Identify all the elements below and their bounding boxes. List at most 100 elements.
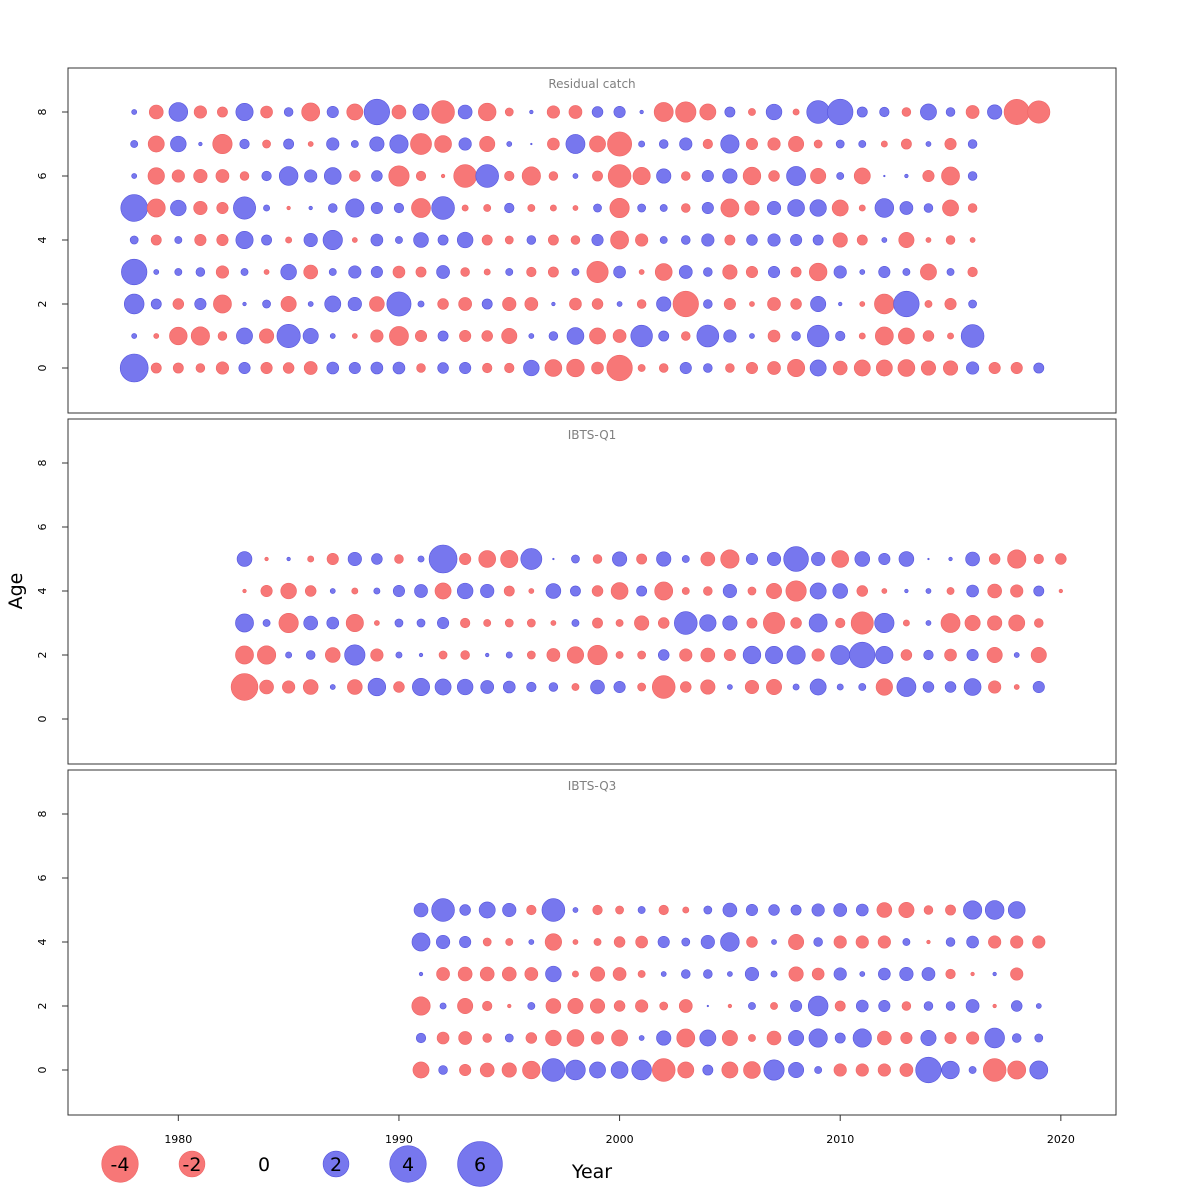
residual-bubble	[501, 966, 517, 982]
residual-bubble	[505, 938, 514, 946]
residual-bubble	[570, 235, 581, 245]
x-tick-label: 1980	[164, 1133, 192, 1146]
residual-bubble	[814, 1066, 823, 1074]
residual-bubble	[835, 617, 846, 629]
residual-bubble	[572, 939, 579, 945]
residual-bubble	[876, 902, 893, 918]
residual-bubble	[371, 553, 383, 565]
residual-bubble	[460, 617, 471, 629]
residual-bubble	[526, 618, 536, 628]
residual-bubble	[945, 904, 956, 916]
residual-bubble	[1007, 901, 1026, 919]
residual-bubble	[922, 681, 935, 693]
residual-bubble	[658, 330, 670, 342]
x-axis: 1980 1990 2000 2010 2020	[164, 1114, 1075, 1146]
residual-bubble	[565, 1059, 586, 1081]
residual-bubble	[238, 361, 251, 375]
residual-bubble	[658, 363, 669, 373]
residual-bubble	[236, 327, 253, 345]
residual-bubble	[526, 235, 537, 245]
residual-bubble	[198, 141, 203, 147]
residual-bubble	[530, 142, 533, 146]
residual-bubble	[701, 233, 715, 247]
residual-bubble	[304, 169, 318, 183]
residual-bubble	[681, 331, 691, 341]
residual-bubble	[350, 140, 359, 148]
legend-bubble	[457, 1141, 503, 1187]
residual-bubble	[968, 299, 977, 309]
residual-bubble	[745, 361, 758, 375]
residual-bubble	[417, 300, 425, 308]
residual-bubble	[459, 361, 472, 375]
residual-bubble	[700, 647, 716, 663]
residual-bubble	[790, 617, 802, 629]
residual-bubble	[170, 199, 187, 217]
residual-bubble	[724, 106, 736, 118]
residual-bubble	[637, 906, 646, 914]
residual-bubble	[925, 237, 932, 243]
residual-bubble	[696, 324, 720, 348]
residual-bubble	[809, 199, 827, 217]
residual-bubble	[482, 1033, 492, 1043]
residual-bubble	[329, 684, 336, 690]
residual-bubble	[921, 967, 936, 981]
residual-bubble	[966, 361, 980, 375]
residual-bubble	[723, 648, 736, 662]
legend-bubble	[178, 1150, 206, 1178]
residual-bubble	[458, 137, 472, 151]
residual-bubble	[548, 171, 559, 181]
residual-bubble	[833, 903, 848, 917]
residual-bubble	[417, 555, 425, 563]
residual-bubble	[591, 361, 604, 375]
residual-bubble	[478, 102, 497, 122]
residual-bubble	[504, 362, 515, 374]
residual-bubble	[215, 361, 230, 375]
residual-bubble	[615, 905, 624, 915]
residual-bubble	[527, 204, 536, 212]
residual-bubble	[927, 557, 930, 561]
residual-bubble	[131, 333, 138, 339]
residual-bubble	[610, 230, 629, 250]
residual-bubble	[898, 551, 915, 567]
residual-bubble	[260, 361, 273, 375]
residual-bubble	[836, 172, 845, 180]
residual-bubble	[286, 205, 291, 211]
residual-bubble	[262, 139, 271, 149]
residual-bubble	[414, 584, 428, 598]
residual-bubble	[239, 138, 250, 150]
residual-bubble	[437, 298, 449, 310]
residual-bubble	[589, 1061, 606, 1079]
residual-bubble	[389, 134, 409, 154]
residual-bubble	[853, 167, 871, 185]
y-tick-label: 6	[36, 173, 49, 180]
residual-bubble	[992, 971, 997, 977]
residual-bubble	[787, 359, 806, 377]
residual-bubble	[807, 995, 829, 1017]
residual-bubble	[329, 333, 336, 339]
residual-bubble	[428, 544, 458, 574]
residual-bubble	[541, 1058, 566, 1082]
x-tick-label: 2020	[1047, 1133, 1075, 1146]
residual-bubble	[792, 108, 800, 116]
residual-bubble	[282, 680, 296, 694]
residual-bubble	[635, 935, 648, 949]
residual-bubble	[792, 683, 800, 691]
residual-bubble	[521, 166, 541, 186]
residual-bubble	[767, 329, 781, 343]
residual-bubble	[1013, 684, 1020, 690]
residual-bubble	[413, 232, 429, 248]
residual-bubble	[703, 969, 713, 979]
residual-bubble	[418, 971, 424, 977]
residual-bubble	[1010, 361, 1023, 375]
residual-bubble	[410, 133, 432, 155]
residual-bubble	[240, 268, 249, 276]
residual-bubble	[763, 1059, 785, 1081]
residual-bubble	[681, 235, 691, 245]
residual-bubble	[416, 363, 426, 373]
residual-bubble	[217, 331, 228, 341]
residual-bubble	[883, 174, 886, 178]
residual-bubble	[483, 268, 491, 276]
legend-label: 0	[258, 1154, 270, 1176]
residual-bubble	[502, 902, 517, 918]
residual-bubble	[970, 971, 975, 977]
